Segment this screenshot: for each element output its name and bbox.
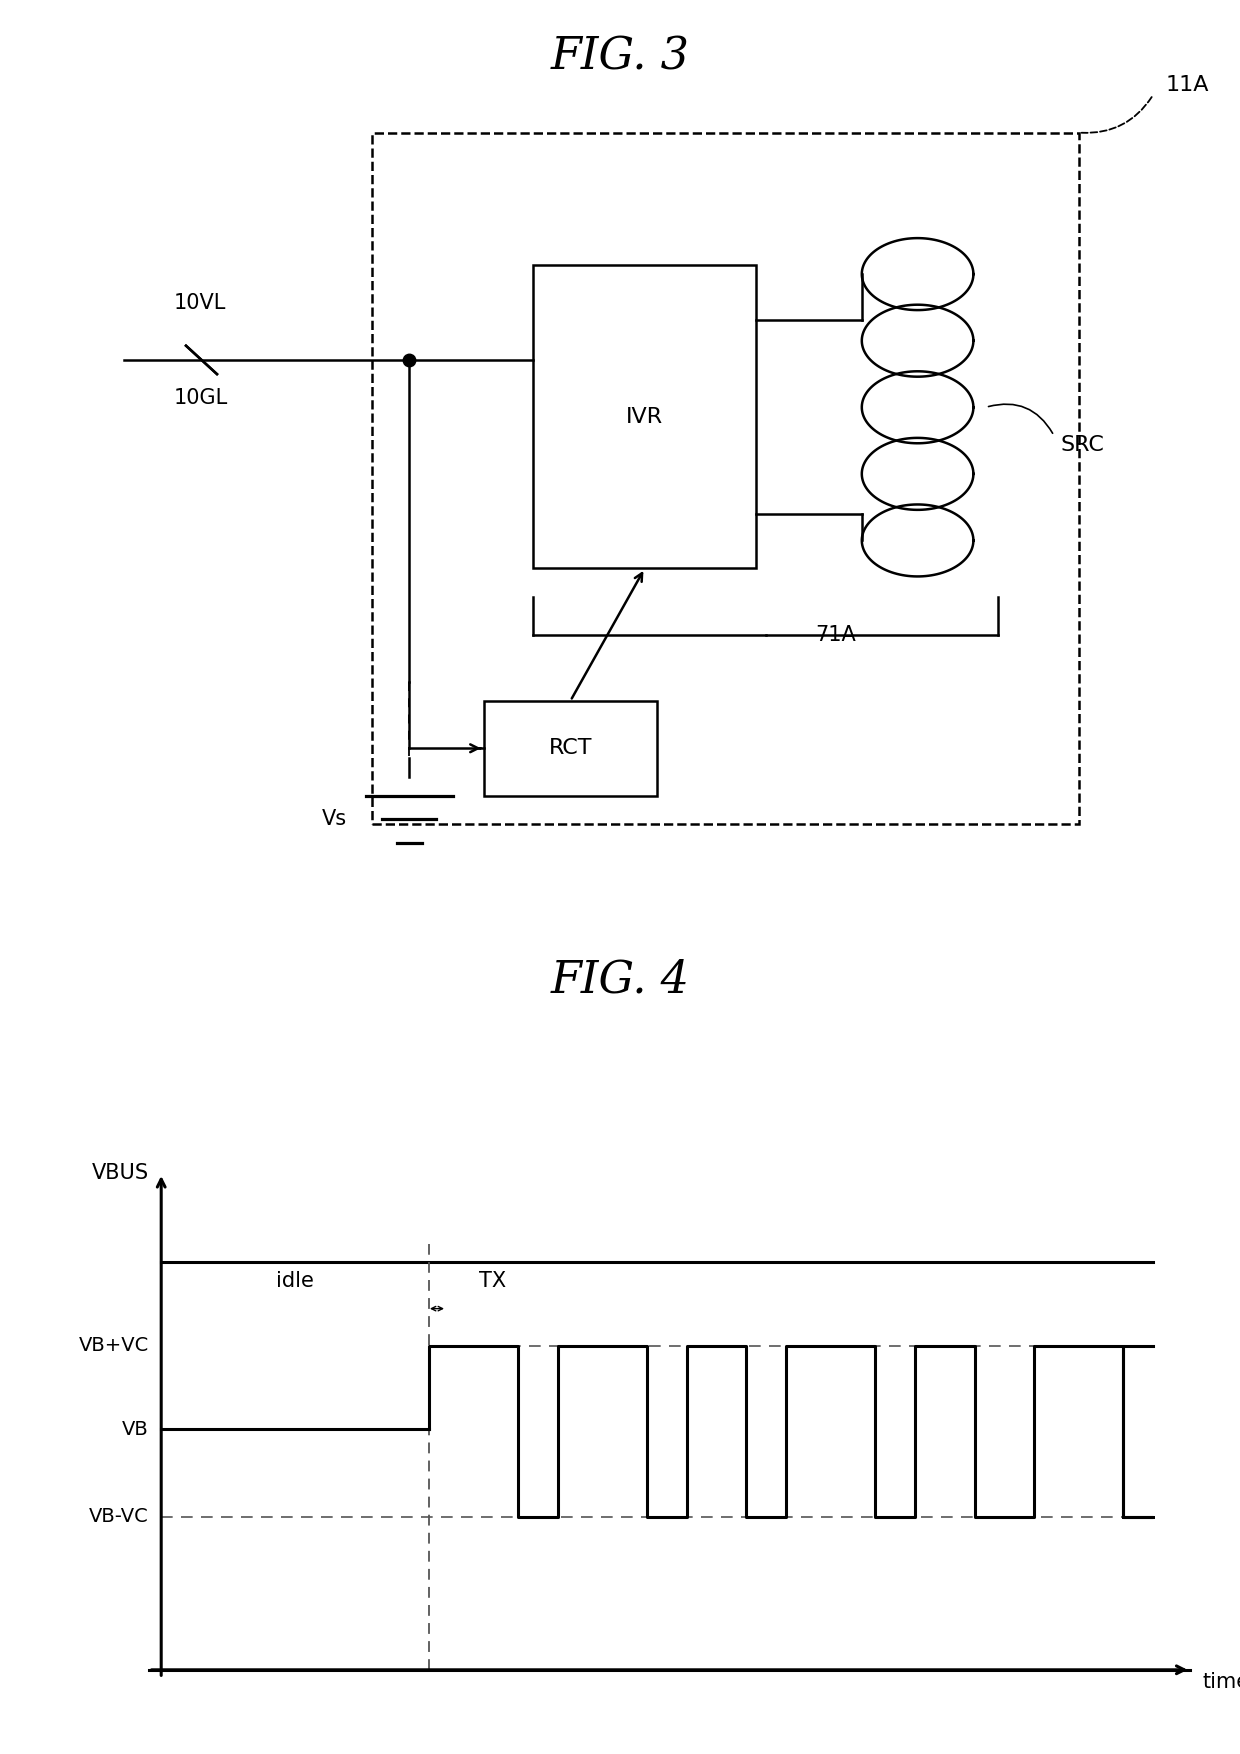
Bar <box>533 265 756 568</box>
Text: VBUS: VBUS <box>92 1163 149 1184</box>
Text: 10VL: 10VL <box>174 293 226 312</box>
Text: 71A: 71A <box>816 624 856 645</box>
Text: FIG. 3: FIG. 3 <box>551 35 689 79</box>
Text: time: time <box>1203 1672 1240 1693</box>
Text: idle: idle <box>277 1272 314 1291</box>
Text: 10GL: 10GL <box>174 388 228 409</box>
Text: VB: VB <box>122 1419 149 1438</box>
Text: 11A: 11A <box>1166 75 1209 95</box>
Bar <box>372 133 1079 824</box>
Text: Vs: Vs <box>322 809 347 830</box>
Text: IVR: IVR <box>626 407 663 426</box>
Text: RCT: RCT <box>548 738 593 758</box>
Text: TX: TX <box>479 1272 506 1291</box>
Text: VB-VC: VB-VC <box>89 1507 149 1526</box>
Text: FIG. 4: FIG. 4 <box>551 958 689 1002</box>
Text: VB+VC: VB+VC <box>78 1337 149 1356</box>
Text: SRC: SRC <box>1060 435 1104 456</box>
Bar <box>484 702 657 796</box>
